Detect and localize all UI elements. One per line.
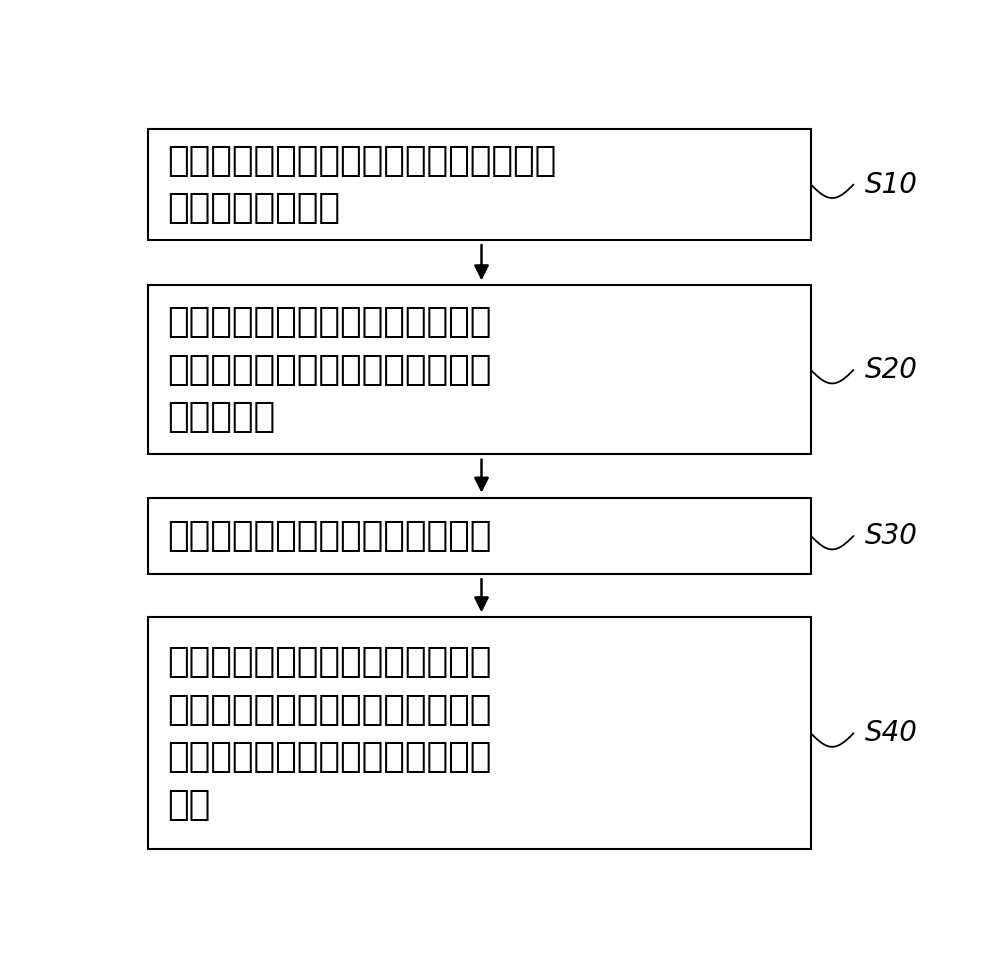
Text: S20: S20 — [865, 356, 918, 384]
Text: 将所述双组分混合液输出至雾化器: 将所述双组分混合液输出至雾化器 — [168, 519, 492, 552]
Text: S40: S40 — [865, 720, 918, 748]
Text: S10: S10 — [865, 171, 918, 198]
FancyBboxPatch shape — [148, 618, 811, 850]
Text: 将水溶液脱酸剂和悬浮脱酸剂分别通过计
量泵输送至混合器: 将水溶液脱酸剂和悬浮脱酸剂分别通过计 量泵输送至混合器 — [168, 144, 557, 225]
Text: S30: S30 — [865, 522, 918, 550]
FancyBboxPatch shape — [148, 129, 811, 240]
FancyBboxPatch shape — [148, 498, 811, 574]
Text: 由混合器对所述水溶液脱酸剂和所
述悬浮脱酸剂进行快速混合形成双
组分混合液: 由混合器对所述水溶液脱酸剂和所 述悬浮脱酸剂进行快速混合形成双 组分混合液 — [168, 306, 492, 434]
Text: 由雾化器将所述双组分混合液雾化
成脱酸剂雾滴，并均匀分散至待脱
酸纸张的表面，使待脱酸纸张完全
浸润: 由雾化器将所述双组分混合液雾化 成脱酸剂雾滴，并均匀分散至待脱 酸纸张的表面，使… — [168, 645, 492, 821]
FancyBboxPatch shape — [148, 285, 811, 454]
